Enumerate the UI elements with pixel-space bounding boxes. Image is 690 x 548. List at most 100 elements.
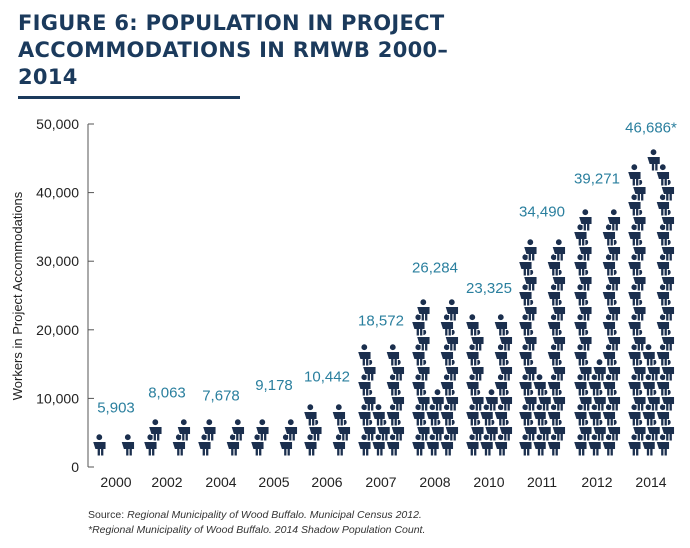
person-icon	[385, 343, 401, 367]
x-tick-label: 2000	[100, 474, 131, 490]
source-line-1: Source: Regional Municipality of Wood Bu…	[88, 508, 425, 523]
person-icon	[91, 433, 107, 457]
y-tick-label: 10,000	[36, 390, 79, 406]
person-icon	[479, 433, 494, 457]
person-icon	[572, 313, 588, 337]
data-label: 7,678	[202, 387, 240, 404]
person-icon	[601, 223, 617, 247]
y-tick-label: 40,000	[36, 185, 79, 201]
person-icon	[601, 433, 617, 457]
source-line-2: *Regional Municipality of Wood Buffalo. …	[88, 523, 425, 538]
person-icon	[464, 343, 480, 367]
source-citation-2: *Regional Municipality of Wood Buffalo. …	[88, 524, 426, 536]
x-tick-label: 2006	[311, 474, 342, 490]
x-tick-label: 2002	[151, 474, 182, 490]
person-icon	[522, 238, 538, 262]
person-icon	[430, 388, 445, 412]
person-icon	[641, 403, 656, 427]
person-icon	[425, 433, 440, 457]
person-icon	[356, 433, 372, 457]
person-icon	[385, 373, 401, 397]
person-icon	[302, 433, 318, 457]
x-tick-label: 2007	[365, 474, 396, 490]
person-icon	[517, 313, 533, 337]
person-icon	[606, 208, 622, 232]
person-icon	[626, 433, 642, 457]
person-icon	[410, 403, 426, 427]
person-icon	[655, 343, 671, 367]
person-icon	[626, 403, 642, 427]
person-icon	[601, 343, 617, 367]
source-prefix: Source:	[88, 509, 128, 521]
person-icon	[201, 418, 217, 442]
person-icon	[626, 253, 642, 277]
data-label: 5,903	[97, 400, 135, 417]
person-icon	[517, 433, 533, 457]
person-icon	[230, 418, 246, 442]
data-labels: 5,903 8,063 7,678 9,178 10,442 18,572 26,284 23…	[97, 120, 677, 417]
x-tick-label: 2014	[635, 474, 666, 490]
person-icon	[655, 373, 671, 397]
person-icon	[439, 313, 455, 337]
x-axis: 2000 2002 2004 2005 2006 2007 2008 2010 2011 2012…	[100, 474, 666, 490]
source-note: Source: Regional Municipality of Wood Bu…	[88, 508, 425, 538]
chart-title: FIGURE 6: POPULATION IN PROJECT ACCOMMOD…	[18, 11, 449, 89]
person-icon	[641, 343, 656, 367]
person-icon	[331, 403, 347, 427]
person-icon	[532, 433, 547, 457]
person-icon	[410, 433, 426, 457]
y-axis-label: Workers in Project Accommodations	[10, 191, 25, 400]
person-icon	[646, 148, 661, 172]
person-icon	[439, 343, 455, 367]
person-icon	[655, 283, 671, 307]
source-citation-1: Regional Municipality of Wood Buffalo. M…	[127, 509, 422, 521]
person-icon	[546, 283, 562, 307]
y-tick-label: 50,000	[36, 116, 79, 132]
person-icon	[517, 283, 533, 307]
person-icon	[385, 433, 401, 457]
person-icon	[331, 433, 347, 457]
person-icon	[572, 433, 588, 457]
person-icon	[626, 373, 642, 397]
person-icon	[572, 283, 588, 307]
person-icon	[546, 403, 562, 427]
person-icon	[225, 433, 241, 457]
person-icon	[120, 433, 136, 457]
person-icon	[517, 403, 533, 427]
person-icon	[517, 373, 533, 397]
person-icon	[587, 403, 602, 427]
title-underline	[18, 96, 240, 99]
person-icon	[356, 373, 372, 397]
person-icon	[493, 403, 509, 427]
person-icon	[493, 343, 509, 367]
person-icon	[385, 403, 401, 427]
person-icon	[493, 373, 509, 397]
person-icon	[464, 433, 480, 457]
person-icon	[356, 343, 372, 367]
data-label: 9,178	[255, 377, 293, 394]
person-icon	[302, 403, 318, 427]
data-label: 8,063	[148, 385, 186, 402]
person-icon	[439, 403, 455, 427]
person-icon	[655, 403, 671, 427]
person-icon	[142, 433, 158, 457]
data-label: 10,442	[304, 368, 350, 385]
person-icon	[587, 373, 602, 397]
person-icon	[641, 433, 656, 457]
data-label: 34,490	[519, 203, 565, 220]
x-tick-label: 2011	[527, 474, 557, 490]
person-icon	[410, 343, 426, 367]
person-icon	[464, 403, 480, 427]
person-icon	[371, 403, 386, 427]
person-icon	[176, 418, 192, 442]
person-icon	[425, 403, 440, 427]
person-icon	[171, 433, 187, 457]
data-label: 46,686*	[625, 120, 677, 137]
person-icon	[356, 403, 372, 427]
y-tick-label: 30,000	[36, 253, 79, 269]
data-label: 23,325	[466, 280, 512, 297]
person-icon	[572, 223, 588, 247]
person-icon	[415, 298, 431, 322]
data-label: 39,271	[574, 171, 620, 188]
person-icon	[592, 358, 607, 382]
